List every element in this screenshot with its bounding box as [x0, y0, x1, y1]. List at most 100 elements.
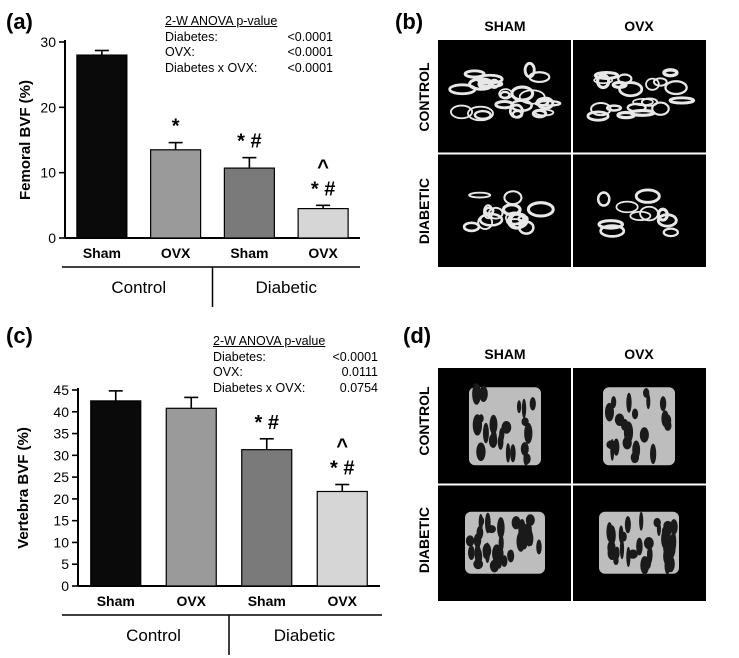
bar	[223, 167, 275, 239]
trabecular-pore	[608, 525, 616, 546]
trabecular-pore	[521, 398, 527, 419]
trabecular-strut	[463, 69, 486, 79]
microct-image	[438, 484, 572, 601]
column-header-ovx: OVX	[624, 18, 654, 34]
trabecular-pore	[631, 408, 639, 420]
trabecular-strut	[615, 200, 639, 214]
microct-image	[438, 368, 572, 485]
trabecular-pore	[643, 537, 654, 550]
trabecular-pore	[501, 555, 508, 567]
trabecular-pore	[659, 396, 667, 412]
trabecular-pore	[482, 422, 489, 444]
microct-image	[572, 368, 706, 485]
x-tick-label: Sham	[97, 593, 135, 609]
trabecular-pore	[497, 434, 504, 450]
bar	[241, 449, 293, 587]
row-header-control: CONTROL	[416, 62, 432, 132]
anova-row: OVX: <0.0001	[165, 45, 333, 61]
group-label: Control	[126, 626, 181, 645]
trabecular-strut	[450, 104, 474, 120]
trabecular-pore	[641, 556, 649, 574]
trabecular-strut	[448, 83, 477, 96]
trabecular-strut	[605, 104, 623, 112]
bar	[297, 208, 349, 239]
trabecular-pore	[525, 514, 535, 526]
trabecular-pore	[505, 443, 511, 463]
anova-factor: Diabetes x OVX:	[213, 380, 306, 395]
y-tick-label: 0	[61, 578, 69, 594]
trabecular-pore	[663, 414, 672, 427]
trabecular-strut	[483, 206, 495, 216]
trabecular-pore	[479, 516, 485, 526]
bar	[165, 407, 217, 587]
trabecular-strut	[501, 203, 522, 217]
anova-p: <0.0001	[287, 45, 333, 59]
trabecular-pore	[626, 546, 631, 567]
y-tick-label: 35	[53, 426, 69, 442]
trabecular-pore	[663, 546, 673, 566]
anova-p: 0.0111	[341, 365, 378, 379]
trabecular-strut	[596, 191, 611, 207]
y-tick-label: 20	[40, 99, 56, 115]
trabecular-strut	[668, 96, 696, 105]
trabecular-strut	[618, 81, 644, 98]
anova-row: Diabetes x OVX: 0.0754	[213, 381, 378, 397]
trabecular-pore	[607, 403, 613, 412]
anova-factor: OVX:	[165, 45, 195, 59]
trabecular-strut	[468, 77, 495, 91]
trabecular-pore	[510, 444, 516, 463]
trabecular-strut	[467, 105, 494, 122]
trabecular-pore	[467, 545, 475, 560]
x-tick-label: OVX	[161, 245, 191, 261]
significance-marker: *	[172, 116, 180, 138]
trabecular-pore	[476, 525, 484, 540]
trabecular-strut	[651, 101, 670, 116]
vertebra-microct-grid	[438, 368, 706, 601]
trabecular-strut	[468, 191, 492, 199]
anova-factor: Diabetes x OVX:	[165, 60, 258, 75]
y-tick-label: 25	[53, 469, 69, 485]
panel-d-label: (d)	[403, 323, 432, 348]
anova-row: Diabetes x OVX: <0.0001	[165, 61, 333, 77]
trabecular-pore	[639, 511, 644, 531]
anova-row: Diabetes: <0.0001	[213, 350, 378, 366]
anova-factor: OVX:	[213, 365, 243, 379]
y-tick-label: 20	[53, 491, 69, 507]
trabecular-strut	[531, 108, 548, 119]
trabecular-pore	[489, 414, 498, 435]
panel-c-label: (c)	[6, 323, 33, 348]
y-tick-label: 30	[40, 34, 56, 50]
trabecular-strut	[634, 188, 661, 204]
trabecular-pore	[524, 422, 533, 444]
anova-header: 2-W ANOVA p-value	[213, 334, 326, 348]
trabecular-pore	[670, 519, 678, 535]
vertebral-body	[603, 387, 675, 466]
microct-image	[438, 153, 572, 267]
trabecular-pore	[501, 420, 512, 434]
trabecular-strut	[639, 205, 660, 222]
trabecular-strut	[473, 109, 492, 121]
trabecular-strut	[477, 214, 494, 230]
microct-image	[572, 153, 706, 267]
trabecular-strut	[534, 99, 562, 107]
trabecular-strut	[645, 77, 660, 91]
trabecular-pore	[606, 440, 616, 450]
bar	[76, 54, 128, 239]
trabecular-pore	[636, 537, 643, 556]
image-background	[572, 153, 706, 267]
group-label: Diabetic	[256, 278, 318, 297]
significance-marker: * #	[330, 458, 354, 480]
anova-row: Diabetes: <0.0001	[165, 30, 333, 46]
x-tick-label: OVX	[308, 245, 338, 261]
microct-image	[438, 40, 572, 154]
trabecular-pore	[528, 531, 534, 546]
significance-marker: ^	[336, 436, 348, 458]
bar	[90, 400, 142, 587]
trabecular-pore	[536, 539, 542, 555]
trabecular-strut	[488, 79, 500, 89]
trabecular-strut	[597, 219, 625, 230]
vertebra-bvf-chart: 0 5 10 15 20 25 30 35 40 45 Vertebra BVF (%) Sham OV…	[15, 382, 382, 655]
panel-c-anova-table: 2-W ANOVA p-value Diabetes: <0.0001 OVX: 0…	[213, 334, 378, 396]
trabecular-pore	[626, 392, 632, 413]
y-axis-title: Vertebra BVF (%)	[15, 427, 32, 549]
